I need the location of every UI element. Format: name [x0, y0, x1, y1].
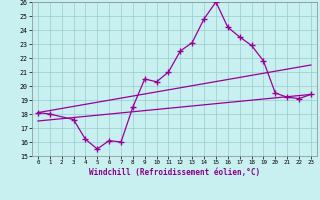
X-axis label: Windchill (Refroidissement éolien,°C): Windchill (Refroidissement éolien,°C): [89, 168, 260, 177]
